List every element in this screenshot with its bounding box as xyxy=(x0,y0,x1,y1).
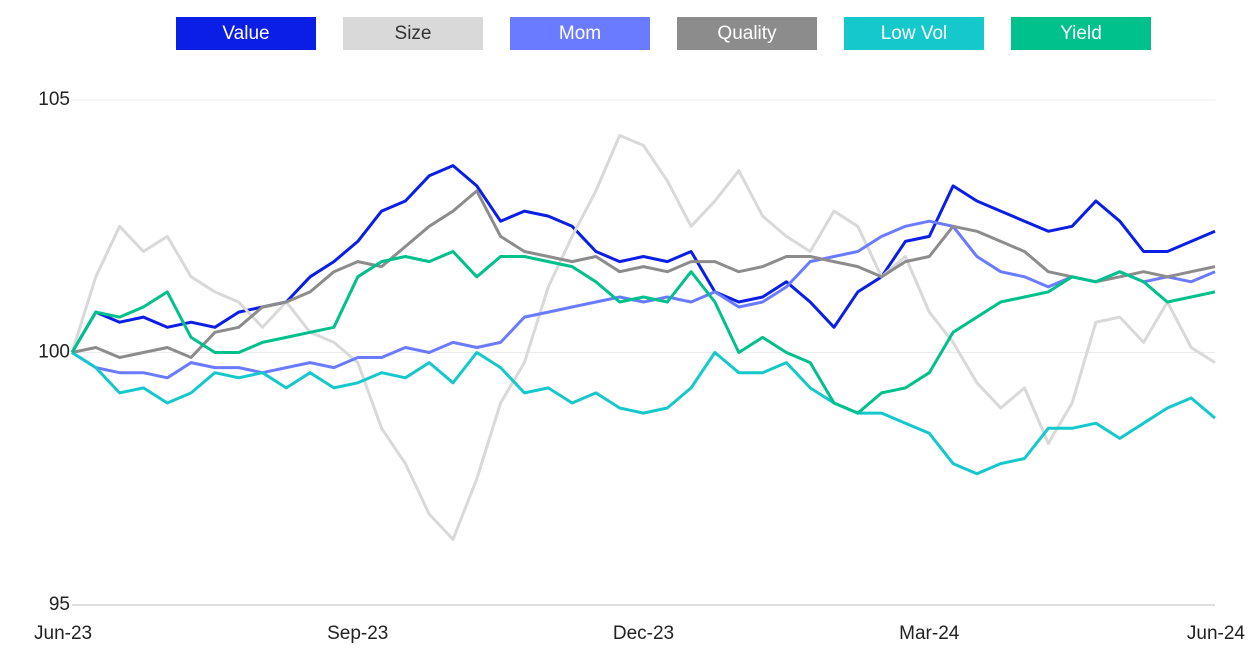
x-tick-label: Sep-23 xyxy=(327,623,388,644)
legend-label: Value xyxy=(222,23,269,44)
y-tick-label: 100 xyxy=(38,342,70,363)
series-line xyxy=(71,351,1216,476)
y-tick-label: 95 xyxy=(49,594,70,615)
series-line xyxy=(71,219,1216,380)
legend-swatch xyxy=(677,17,817,50)
legend-label: Low Vol xyxy=(881,23,948,44)
series-line xyxy=(70,133,1216,541)
x-tick-label: Mar-24 xyxy=(899,623,960,644)
x-tick-label: Jun-24 xyxy=(1187,623,1246,644)
legend-swatch xyxy=(1011,17,1151,50)
series-line xyxy=(70,250,1216,415)
legend-label: Mom xyxy=(559,23,601,44)
legend-label: Yield xyxy=(1060,23,1102,44)
legend-swatch xyxy=(844,17,984,50)
y-tick-label: 105 xyxy=(38,89,70,110)
legend-swatch xyxy=(510,17,650,50)
legend-swatch xyxy=(343,17,483,50)
legend-label: Quality xyxy=(717,23,777,44)
legend-label: Size xyxy=(395,23,432,44)
x-tick-label: Jun-23 xyxy=(34,623,92,644)
x-tick-label: Dec-23 xyxy=(613,623,674,644)
legend-swatch xyxy=(176,17,316,50)
series-line xyxy=(71,189,1216,359)
